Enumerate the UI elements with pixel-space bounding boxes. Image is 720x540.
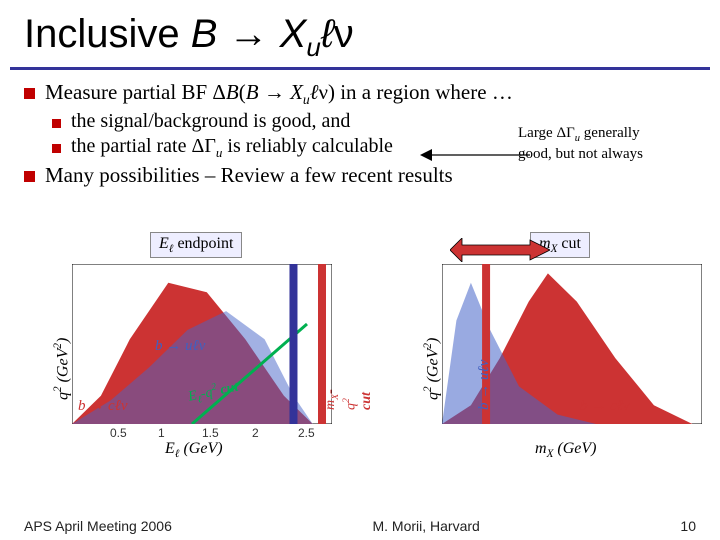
- title-arrow: →: [217, 12, 279, 56]
- lc-pre: b → c: [78, 398, 115, 414]
- callout-l1c: generally: [580, 125, 640, 141]
- lc-title-pre: E: [159, 235, 169, 252]
- right-ylabel: q2 (GeV2): [422, 338, 442, 400]
- mq-post: cut: [359, 392, 374, 410]
- left-bulnu-label: b → uℓν: [155, 338, 205, 355]
- left-xlabel: Eℓ (GeV): [165, 440, 223, 460]
- b2a-text: the signal/background is good, and: [71, 110, 350, 133]
- ly-post: (GeV: [54, 349, 71, 387]
- slide-footer: APS April Meeting 2006 M. Morii, Harvard…: [0, 518, 720, 534]
- left-chart: Eℓ endpoint q2 (GeV2) Eℓ (GeV) 0.5 1 1.5…: [40, 260, 350, 470]
- ly-close: ): [54, 338, 71, 343]
- b3-text: Many possibilities – Review a few recent…: [45, 163, 453, 188]
- left-chart-title: Eℓ endpoint: [150, 232, 242, 258]
- callout-l2: good, but not always: [518, 146, 643, 162]
- callout-box: Large ΔΓu generally good, but not always: [518, 124, 698, 164]
- mq-sup: 2: [341, 398, 352, 403]
- lx-pre: E: [165, 440, 175, 457]
- slide-title: Inclusive B → Xuℓν: [0, 0, 720, 67]
- rc-title-post: cut: [557, 235, 581, 252]
- mq-pre: m: [323, 400, 338, 410]
- rx-pre: m: [535, 440, 547, 457]
- ry-post: (GeV: [424, 349, 441, 387]
- b2b-text: the partial rate ΔΓu is reliably calcula…: [71, 135, 393, 161]
- ry-sup: 2: [422, 386, 434, 392]
- b2b-pre: the partial rate ΔΓ: [71, 135, 216, 157]
- lu-pre: b → u: [155, 338, 193, 354]
- b2b-post: is reliably calculable: [222, 135, 392, 157]
- rx-post: (GeV): [553, 440, 596, 457]
- lc-title-post: endpoint: [173, 235, 233, 252]
- bullet-1: Measure partial BF ΔB(B → Xuℓν) in a reg…: [24, 80, 696, 108]
- bullet-3: Many possibilities – Review a few recent…: [24, 163, 696, 188]
- lx-post: (GeV): [179, 440, 222, 457]
- right-chart: mX cut q2 (GeV2) mX (GeV) b → uℓν b → cℓ…: [410, 260, 720, 470]
- lu-nu: ν: [199, 338, 206, 354]
- lc-xtick: 2.5: [298, 426, 315, 440]
- b1-nu: ν: [318, 80, 328, 104]
- footer-left: APS April Meeting 2006: [24, 518, 172, 534]
- title-separator: [10, 67, 710, 70]
- left-ylabel: q2 (GeV2): [52, 338, 72, 400]
- title-B: B: [191, 12, 218, 56]
- title-ell: ℓ: [321, 12, 334, 56]
- b1-measure: Measure: [45, 80, 117, 104]
- b1-close: ) in a region where …: [328, 80, 513, 104]
- lc-xtick: 1.5: [202, 426, 219, 440]
- ru-ell: ℓ: [476, 366, 492, 372]
- ry-pre: q: [424, 392, 441, 400]
- right-bclnu-label: b → cℓν: [580, 398, 630, 415]
- right-bulnu-label: b → uℓν: [476, 360, 493, 410]
- bullet-marker: [24, 88, 35, 99]
- b1-B: B: [226, 80, 239, 104]
- callout-l1a: Large ΔΓ: [518, 125, 575, 141]
- b1-Xu: X: [290, 80, 303, 104]
- lc-xtick: 1: [158, 426, 165, 440]
- ru-nu: ν: [476, 360, 492, 367]
- callout-arrow-icon: [420, 146, 530, 164]
- b1-pbf: partial BF Δ: [117, 80, 226, 104]
- title-nu: ν: [334, 12, 354, 56]
- ly-pre: q: [54, 392, 71, 400]
- ly-sup2: 2: [52, 343, 64, 349]
- rc-nu: ν: [623, 398, 630, 414]
- right-xlabel: mX (GeV): [535, 440, 597, 460]
- mx-cut-arrow-icon: [450, 238, 550, 262]
- lc-xtick: 2: [252, 426, 259, 440]
- bullet-marker: [24, 171, 35, 182]
- bullet-marker: [52, 119, 61, 128]
- title-text-1: Inclusive: [24, 12, 191, 56]
- footer-page-number: 10: [680, 518, 696, 534]
- bullet-marker: [52, 144, 61, 153]
- ry-close: ): [424, 338, 441, 343]
- ru-pre: b → u: [476, 373, 492, 411]
- b1-open: (: [239, 80, 246, 104]
- lc-nu: ν: [121, 398, 128, 414]
- lc-xtick: 0.5: [110, 426, 127, 440]
- b1-Bital: B: [246, 80, 259, 104]
- mq-sub: X: [330, 394, 341, 400]
- title-Xu: X: [280, 12, 307, 56]
- charts-region: Eℓ endpoint q2 (GeV2) Eℓ (GeV) 0.5 1 1.5…: [40, 260, 680, 490]
- rc-pre: b → c: [580, 398, 617, 414]
- eq-post: cut: [216, 380, 240, 399]
- b1-u: u: [303, 92, 310, 107]
- ry-sup2: 2: [422, 343, 434, 349]
- left-bclnu-label: b → cℓν: [78, 398, 128, 415]
- footer-center: M. Morii, Harvard: [372, 518, 479, 534]
- ly-sup: 2: [52, 386, 64, 392]
- bullet-1-text: Measure partial BF ΔB(B → Xuℓν) in a reg…: [45, 80, 513, 108]
- title-u: u: [306, 32, 320, 62]
- b1-arrow: →: [259, 80, 291, 104]
- left-mxq2-label: mX-q2 cut: [323, 383, 375, 410]
